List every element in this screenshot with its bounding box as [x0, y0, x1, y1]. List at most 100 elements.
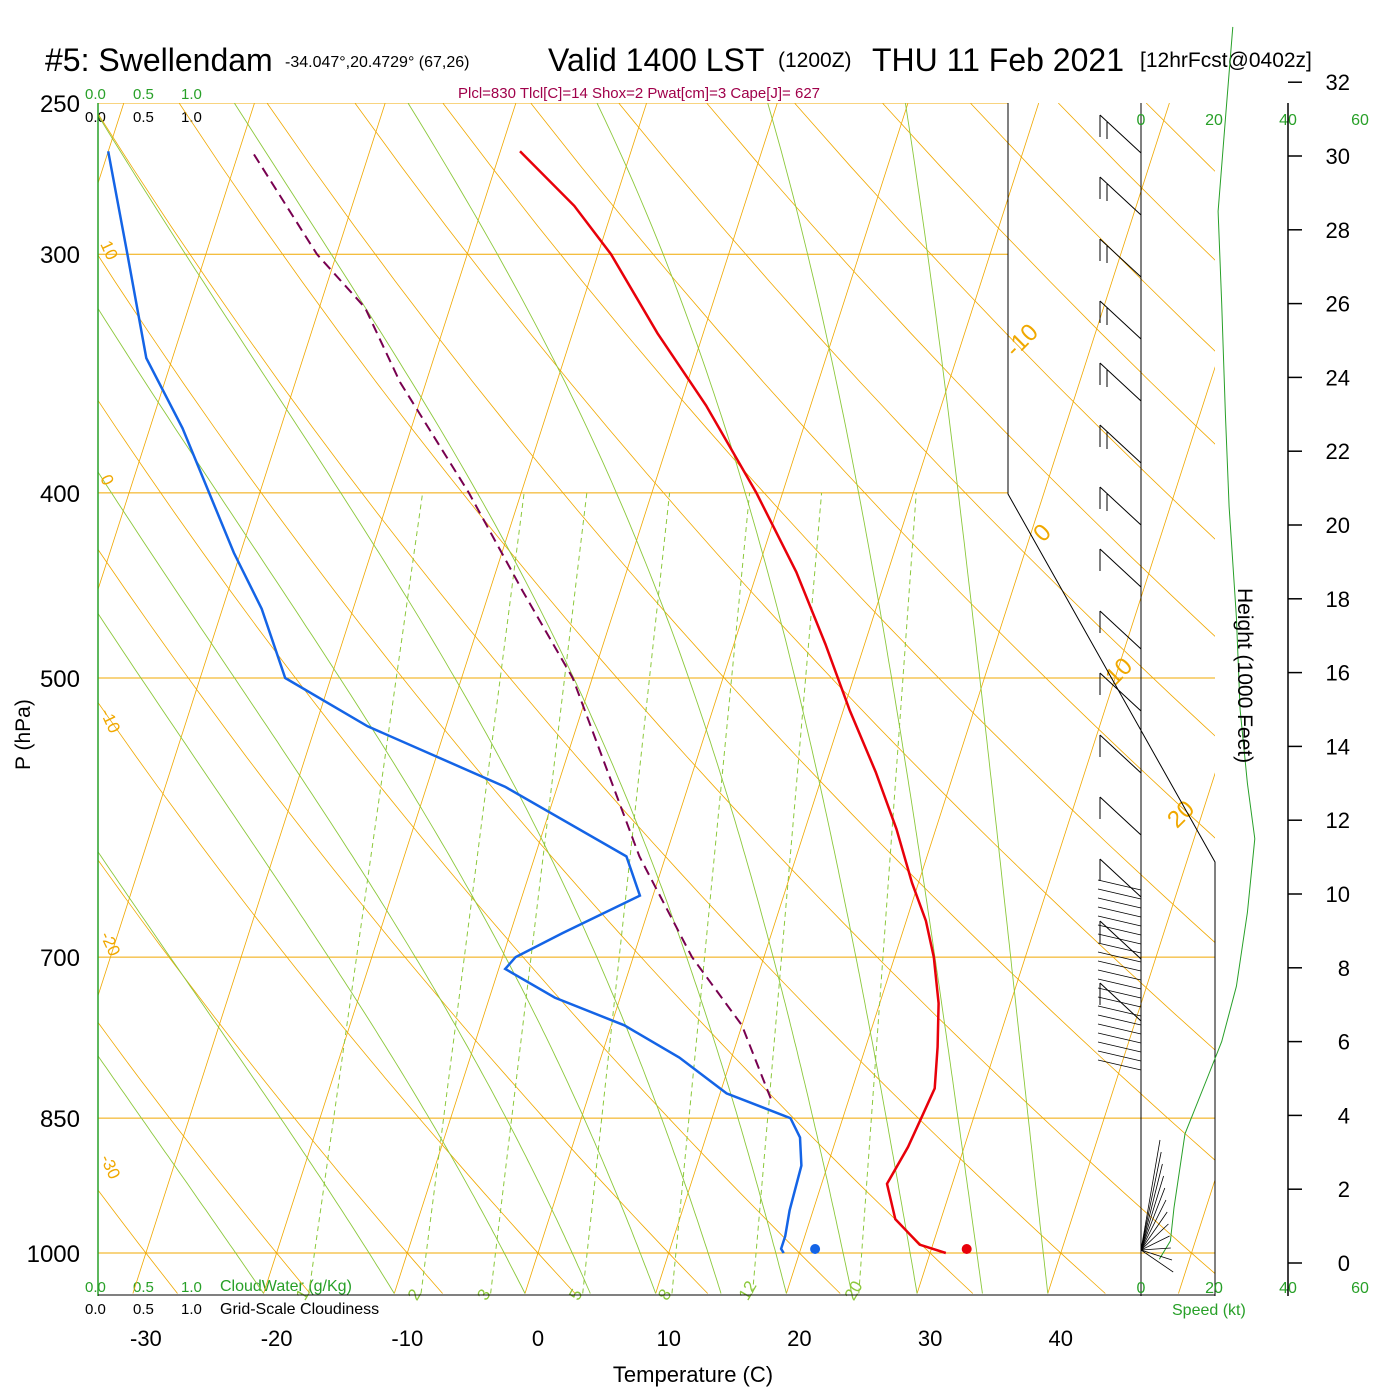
isotherm: [1047, 772, 1215, 1294]
moist-adiabat: [596, 103, 918, 1294]
dry-adiabat: [794, 103, 1215, 540]
height-tick-30: 30: [1326, 144, 1350, 169]
utc-time: (1200Z): [778, 49, 852, 72]
wind-barb: [1140, 1187, 1166, 1251]
dry-adiabat: [98, 399, 841, 1294]
dry-adiabat: [442, 103, 1215, 944]
wind-barb: [1097, 906, 1142, 918]
moist-adiabat: [98, 114, 722, 1294]
moist-adiabat: [98, 612, 526, 1294]
wind-barb: [1097, 897, 1142, 909]
moist-adiabat: [98, 851, 395, 1294]
temperature-tick-0: 0: [532, 1326, 544, 1351]
pressure-axis-label: P (hPa): [12, 699, 35, 770]
wind-barb: [1140, 1199, 1167, 1251]
parcel-params: Plcl=830 Tlcl[C]=14 Shox=2 Pwat[cm]=3 Ca…: [458, 85, 820, 102]
dry-adiabat: [98, 701, 576, 1294]
moist-adiabat-label: -10: [96, 706, 124, 736]
wind-barb: [1140, 1249, 1174, 1273]
mixing-ratio-line: [490, 492, 588, 1294]
temperature-tick-labels: -30 -20 -10 0 10 20 30 40: [130, 1326, 1073, 1351]
pressure-tick-1000: 1000: [27, 1241, 80, 1268]
wind-barb: [1099, 610, 1142, 650]
dewpoint-profile: [106, 151, 803, 1254]
wind-barb: [1097, 960, 1142, 972]
cloudiness-tick-1: 0.5: [133, 109, 154, 126]
dry-adiabat: [530, 103, 1215, 839]
wind-barb: [1099, 176, 1142, 216]
isotherm: [524, 103, 909, 1294]
temperature-tick-40: 40: [1049, 1326, 1073, 1351]
forecast-info: [12hrFcst@0402z]: [1140, 49, 1312, 72]
cloudiness-tick-2-bottom: 1.0: [181, 1301, 202, 1318]
pressure-labels: 250 300 400 500 700 850 1000: [27, 91, 80, 1268]
valid-date: THU 11 Feb 2021: [872, 42, 1124, 78]
dry-adiabat: [706, 103, 1215, 637]
wind-barb: [1097, 879, 1142, 891]
wind-barb: [1097, 987, 1142, 999]
dry-adiabat: [970, 103, 1215, 352]
height-tick-4: 4: [1338, 1103, 1350, 1128]
wind-barb: [1099, 424, 1142, 464]
pressure-tick-700: 700: [40, 945, 80, 972]
moist-adiabat-label: -20: [96, 929, 124, 959]
cloud-scale-bottom: 0.0 0.5 1.0 CloudWater (g/Kg) 0.0 0.5 1.…: [85, 1278, 379, 1318]
speed-axis-label: Speed (kt): [1172, 1302, 1246, 1319]
wind-barb: [1097, 1023, 1142, 1035]
isotherm: [655, 103, 1040, 1294]
dry-adiabat: [98, 254, 974, 1294]
moist-adiabat: [98, 471, 591, 1294]
speed-tick-bottom-20: 20: [1205, 1280, 1223, 1297]
wind-barb: [1097, 1041, 1142, 1053]
dry-adiabat: [618, 103, 1215, 737]
wind-barb: [1097, 888, 1142, 900]
cloudiness-tick-0: 0.0: [85, 109, 106, 126]
dry-adiabat: [178, 103, 1215, 1275]
wind-barb: [1140, 1223, 1169, 1251]
cloudwater-tick-2-bottom: 1.0: [181, 1279, 202, 1296]
height-tick-12: 12: [1326, 808, 1350, 833]
wind-barb: [1097, 1050, 1142, 1062]
moist-adiabat: [233, 103, 787, 1294]
height-tick-10: 10: [1326, 882, 1350, 907]
height-tick-16: 16: [1326, 661, 1350, 686]
height-tick-2: 2: [1338, 1177, 1350, 1202]
isotherm: [1309, 103, 1400, 1293]
wind-barb: [1099, 858, 1142, 898]
wind-barb: [1140, 1139, 1161, 1251]
pressure-tick-300: 300: [40, 242, 80, 269]
speed-tick-bottom-60: 60: [1351, 1280, 1369, 1297]
wind-panel-boundary: [1007, 103, 1216, 1296]
wind-barb: [1097, 924, 1142, 936]
mixing-ratio-label: 20: [841, 1278, 867, 1304]
speed-tick-top-20: 20: [1205, 112, 1223, 129]
isotherm: [916, 366, 1215, 1294]
dry-adiabat: [266, 103, 1215, 1161]
mixing-ratio-line: [582, 492, 671, 1294]
cloudwater-tick-1-bottom: 0.5: [133, 1279, 154, 1296]
wind-barb: [1099, 548, 1142, 588]
mixing-ratio-line: [671, 492, 751, 1294]
wind-barb: [1097, 1059, 1142, 1071]
cloudwater-label: CloudWater (g/Kg): [220, 1278, 352, 1295]
temperature-tick-10: 10: [656, 1326, 680, 1351]
mixing-ratio-label: 12: [735, 1278, 761, 1304]
isotherm: [785, 103, 1170, 1294]
temperature-tick-20: 20: [787, 1326, 811, 1351]
wind-barb: [1097, 978, 1142, 990]
temperature-tick--30: -30: [130, 1326, 162, 1351]
temperature-profile: [519, 150, 947, 1255]
surface-dewpoint-dot: [810, 1244, 821, 1254]
dry-adiabat: [98, 113, 1106, 1294]
height-tick-18: 18: [1326, 587, 1350, 612]
cloudiness-tick-1-bottom: 0.5: [133, 1301, 154, 1318]
dry-adiabat: [1145, 103, 1215, 172]
wind-barb: [1140, 1151, 1162, 1251]
surface-temperature-dot: [961, 1244, 972, 1254]
wind-barb: [1140, 1247, 1171, 1251]
dry-adiabat: [98, 859, 443, 1294]
cloudwater-tick-0: 0.0: [85, 86, 106, 103]
temperature-tick--20: -20: [261, 1326, 293, 1351]
